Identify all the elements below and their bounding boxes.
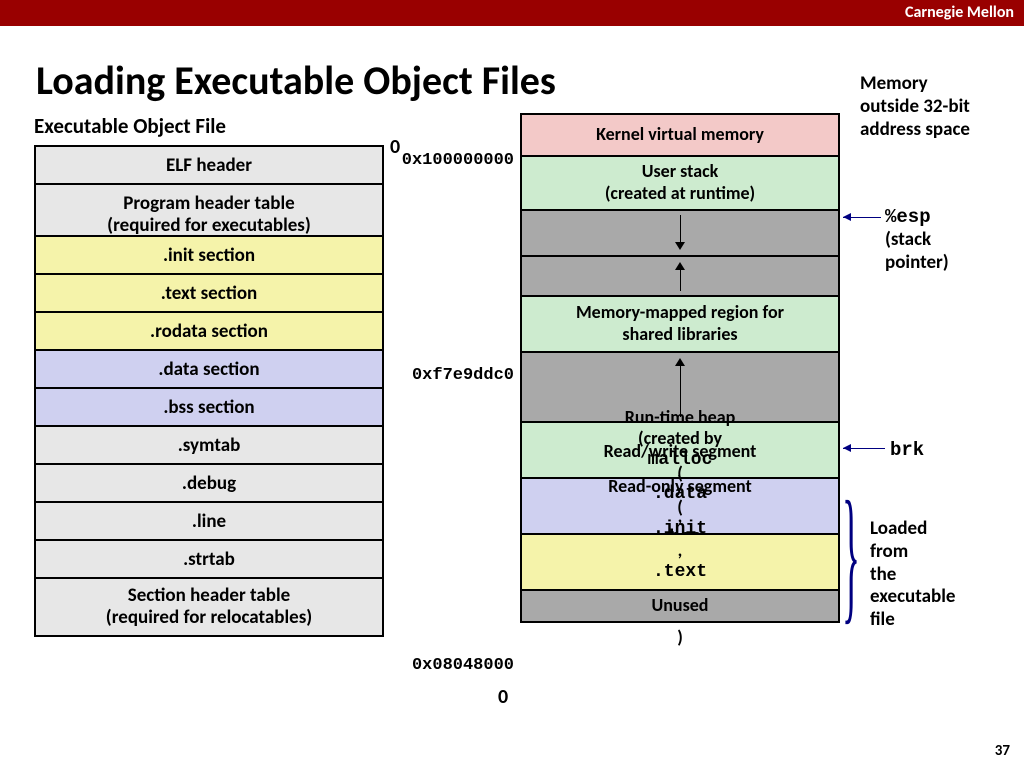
elf-subtitle: Executable Object File bbox=[34, 113, 384, 139]
elf-row: Program header table(required for execut… bbox=[36, 185, 382, 237]
elf-row: .strtab bbox=[36, 541, 382, 579]
elf-row: .data section bbox=[36, 351, 382, 389]
memory-segment: Unused bbox=[522, 591, 838, 621]
elf-row: .init section bbox=[36, 237, 382, 275]
zero-bottom: 0 bbox=[498, 685, 508, 709]
address-label: 0xf7e9ddc0 bbox=[412, 366, 514, 385]
elf-row: .symtab bbox=[36, 427, 382, 465]
banner: Carnegie Mellon bbox=[0, 0, 1024, 26]
elf-row: .text section bbox=[36, 275, 382, 313]
annot-loaded: Loadedfromtheexecutablefile bbox=[870, 518, 1000, 632]
memory-segment: Memory-mapped region forshared libraries bbox=[522, 297, 838, 353]
brace-icon: } bbox=[842, 468, 860, 640]
elf-row: Section header table(required for reloca… bbox=[36, 579, 382, 635]
annot-memory-outside: Memoryoutside 32-bitaddress space bbox=[860, 73, 1010, 141]
right-column: Kernel virtual memoryUser stack(created … bbox=[520, 113, 840, 623]
memory-segment bbox=[522, 211, 838, 257]
zero-top: 0 bbox=[390, 135, 400, 159]
elf-row: .line bbox=[36, 503, 382, 541]
elf-row: ELF header bbox=[36, 147, 382, 185]
memory-diagram: Kernel virtual memoryUser stack(created … bbox=[520, 113, 840, 623]
memory-segment bbox=[522, 257, 838, 297]
memory-segment: Kernel virtual memory bbox=[522, 115, 838, 157]
address-label: 0x100000000 bbox=[402, 151, 514, 170]
elf-row: .rodata section bbox=[36, 313, 382, 351]
elf-table: ELF headerProgram header table(required … bbox=[34, 145, 384, 637]
memory-segment: Read-only segment(.init, .text, .rodata) bbox=[522, 535, 838, 591]
elf-row: .bss section bbox=[36, 389, 382, 427]
esp-pointer-arrow bbox=[843, 217, 881, 218]
address-label: 0x08048000 bbox=[412, 656, 514, 675]
annot-brk: brk bbox=[890, 439, 924, 462]
page-number: 37 bbox=[995, 742, 1010, 760]
brk-pointer-arrow bbox=[843, 448, 885, 449]
left-column: Executable Object File ELF headerProgram… bbox=[34, 113, 384, 637]
elf-row: .debug bbox=[36, 465, 382, 503]
annot-esp: %esp(stackpointer) bbox=[885, 206, 949, 274]
memory-segment: User stack(created at runtime) bbox=[522, 157, 838, 211]
